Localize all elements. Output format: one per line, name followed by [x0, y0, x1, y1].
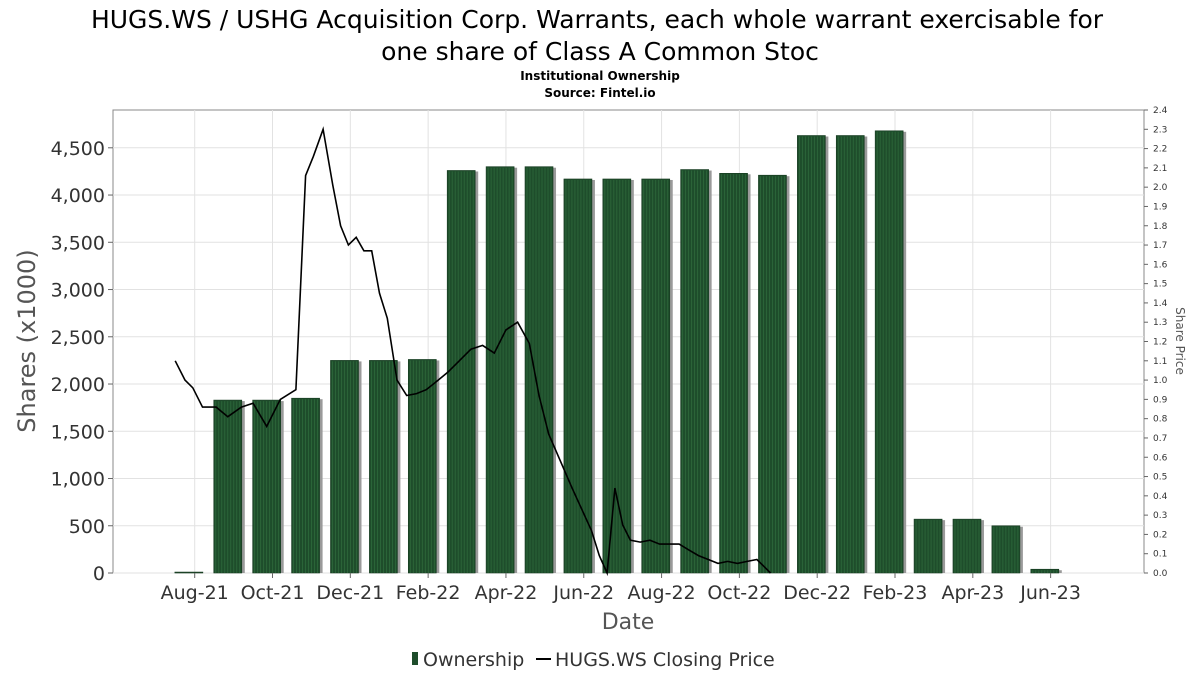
- ownership-bar: [913, 518, 946, 574]
- y2-tick-label: 2.0: [1153, 183, 1168, 193]
- ownership-bar: [252, 399, 284, 574]
- y-tick-label: 2,000: [51, 374, 105, 396]
- y2-tick-label: 0.8: [1153, 415, 1168, 425]
- y-tick-label: 500: [69, 516, 105, 538]
- y2-tick-label: 0.0: [1153, 569, 1168, 579]
- ownership-bar: [563, 178, 595, 574]
- ownership-bar: [758, 174, 790, 574]
- y-tick-label: 4,000: [51, 185, 105, 207]
- y2-tick-label: 0.4: [1153, 492, 1168, 502]
- y2-tick-label: 1.8: [1153, 222, 1168, 232]
- x-tick-label: Feb-22: [396, 582, 461, 604]
- x-tick-label: Jun-23: [1019, 582, 1081, 604]
- price-line: [174, 126, 772, 577]
- y-tick-label: 1,500: [51, 421, 105, 443]
- ownership-bar: [952, 518, 984, 574]
- ownership-bar: [446, 170, 479, 574]
- y-tick-label: 0: [93, 563, 105, 585]
- y2-tick-label: 0.9: [1153, 395, 1168, 405]
- x-axis-label: Date: [602, 610, 655, 635]
- ownership-bar: [602, 178, 634, 574]
- legend-ownership-label: Ownership: [423, 649, 524, 671]
- y2-tick-label: 2.2: [1153, 145, 1167, 155]
- x-tick-label: Feb-23: [863, 582, 928, 604]
- y2-tick-label: 1.9: [1153, 202, 1168, 212]
- y2-tick-label: 2.1: [1153, 164, 1167, 174]
- y2-tick-label: 0.6: [1153, 453, 1168, 463]
- y2-tick-label: 0.3: [1153, 511, 1167, 521]
- y2-tick-label: 1.2: [1153, 338, 1167, 348]
- y-tick-label: 4,500: [51, 138, 105, 160]
- price-line-group: [174, 126, 772, 577]
- y-tick-label: 1,000: [51, 469, 105, 491]
- y2-tick-label: 0.2: [1153, 530, 1167, 540]
- ownership-bar: [641, 178, 673, 574]
- chart-title-line-1: HUGS.WS / USHG Acquisition Corp. Warrant…: [91, 5, 1104, 34]
- y2-tick-label: 1.4: [1153, 299, 1168, 309]
- y2-tick-label: 1.0: [1153, 376, 1168, 386]
- ownership-bar: [330, 360, 362, 574]
- x-tick-label: Aug-21: [161, 582, 229, 604]
- ownership-bar: [407, 359, 440, 574]
- ownership-bar: [1030, 568, 1062, 574]
- y2-tick-label: 1.3: [1153, 318, 1167, 328]
- x-tick-label: Dec-21: [316, 582, 384, 604]
- ownership-bar: [291, 397, 323, 574]
- ownership-bar: [174, 571, 204, 574]
- legend-ownership-swatch: [412, 652, 418, 665]
- x-tick-label: Oct-21: [241, 582, 305, 604]
- y2-tick-label: 0.5: [1153, 473, 1167, 483]
- left-axis-ticks: 0 500 1,000 1,500 2,000 2,500 3,000 3,500 4,000 4…: [51, 138, 113, 585]
- ownership-bars: [174, 130, 1062, 574]
- x-tick-label: Jun-22: [552, 582, 614, 604]
- y2-tick-label: 1.5: [1153, 280, 1167, 290]
- x-tick-label: Dec-22: [783, 582, 851, 604]
- y-tick-label: 3,500: [51, 232, 105, 254]
- ownership-bar: [485, 166, 518, 574]
- ownership-bar: [991, 525, 1023, 574]
- ownership-bar-body: [174, 571, 204, 574]
- y2-tick-label: 2.3: [1153, 125, 1167, 135]
- ownership-bar: [213, 399, 245, 574]
- y-axis-label: Shares (x1000): [13, 249, 41, 432]
- y2-tick-label: 1.6: [1153, 260, 1168, 270]
- y2-tick-label: 1.7: [1153, 241, 1167, 251]
- y2-tick-label: 2.4: [1153, 106, 1168, 116]
- y-tick-label: 3,000: [51, 280, 105, 302]
- chart-source: Source: Fintel.io: [544, 86, 655, 100]
- y2-tick-label: 0.1: [1153, 550, 1167, 560]
- chart-title-line-2: one share of Class A Common Stoc: [381, 37, 819, 66]
- ownership-bar: [719, 173, 751, 574]
- ownership-bar: [524, 166, 557, 574]
- chart-subtitle: Institutional Ownership: [520, 69, 680, 83]
- x-tick-label: Apr-23: [941, 582, 1004, 604]
- right-axis-ticks: 0.0 0.1 0.2 0.3 0.4 0.5 0.6 0.7 0.8 0.9 1.0 1.1 1.2 1…: [1144, 106, 1168, 579]
- ownership-bar: [797, 135, 829, 574]
- ownership-bar: [369, 360, 401, 574]
- y2-tick-label: 1.1: [1153, 357, 1167, 367]
- ownership-bar: [835, 135, 868, 574]
- legend-price-label: HUGS.WS Closing Price: [555, 649, 775, 671]
- x-tick-label: Aug-22: [627, 582, 695, 604]
- y2-tick-label: 0.7: [1153, 434, 1167, 444]
- ownership-bar: [680, 169, 712, 574]
- x-tick-label: Oct-22: [707, 582, 771, 604]
- legend: Ownership HUGS.WS Closing Price: [412, 649, 775, 671]
- x-axis-ticks: Aug-21 Oct-21 Dec-21 Feb-22 Apr-22 Jun-22 Aug-…: [161, 573, 1081, 604]
- ownership-bar: [874, 130, 907, 574]
- y-tick-label: 2,500: [51, 327, 105, 349]
- y2-axis-label: Share Price: [1173, 307, 1187, 375]
- x-tick-label: Apr-22: [475, 582, 538, 604]
